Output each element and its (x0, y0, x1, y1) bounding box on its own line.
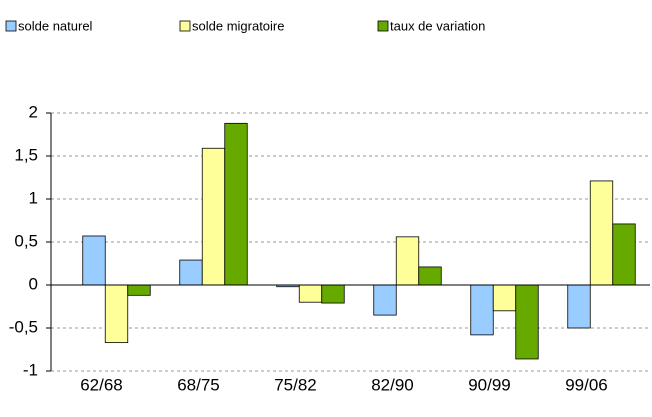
bar (104, 284, 129, 344)
bar (395, 236, 420, 286)
bar (589, 180, 614, 286)
x-tick-label: 62/68 (80, 375, 123, 394)
x-tick-label: 68/75 (177, 375, 220, 394)
bar (612, 223, 636, 286)
legend-swatch (377, 20, 389, 32)
bar (373, 284, 397, 316)
legend-label: taux de variation (390, 18, 485, 33)
x-tick-label: 75/82 (274, 375, 317, 394)
legend-swatch (5, 20, 17, 32)
bar (492, 284, 517, 312)
bar (470, 284, 494, 336)
bar (515, 284, 539, 360)
y-tick-label: 2 (29, 102, 38, 121)
legend-swatch (179, 20, 191, 32)
y-tick-label: -1 (23, 360, 38, 379)
x-tick-label: 99/06 (565, 375, 608, 394)
bar (82, 235, 106, 286)
y-tick-label: 0,5 (14, 231, 38, 250)
bar (201, 147, 226, 286)
bar (179, 259, 203, 286)
bar (127, 284, 151, 296)
y-tick-label: 1,5 (14, 145, 38, 164)
bar (298, 284, 323, 303)
bar (224, 122, 248, 286)
bar (567, 284, 591, 329)
y-tick-label: 1 (29, 188, 38, 207)
bar (321, 284, 345, 304)
y-tick-label: 0 (29, 274, 38, 293)
legend-label: solde migratoire (192, 18, 285, 33)
legend-label: solde naturel (18, 18, 93, 33)
x-tick-label: 82/90 (371, 375, 414, 394)
y-tick-label: -0,5 (9, 317, 38, 336)
x-tick-label: 90/99 (468, 375, 511, 394)
bar (418, 266, 442, 286)
